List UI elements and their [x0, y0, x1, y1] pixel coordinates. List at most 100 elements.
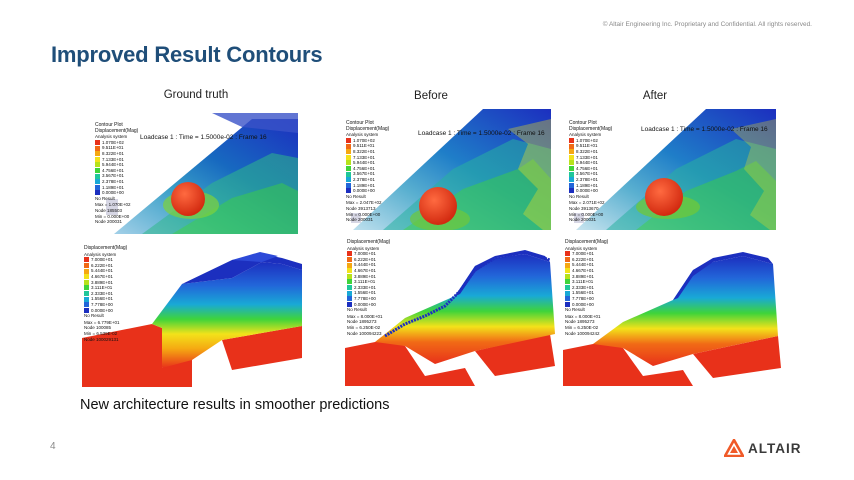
legend-swatch [347, 273, 352, 279]
legend-level: 1.556E+01 [347, 290, 390, 296]
legend-swatch [346, 149, 351, 155]
legend-node-min: Node 100094242 [565, 330, 600, 336]
impactor-ball [645, 178, 683, 216]
legend-level-value: 4.756E+01 [102, 167, 124, 173]
ground-truth-bottom-contour: Displacement(Mag) Analysis system 7.000E… [82, 240, 302, 387]
legend-level-value: 3.567E+01 [576, 171, 598, 177]
legend-level-value: 3.889E+01 [572, 273, 594, 279]
legend-swatch [347, 290, 352, 296]
legend-level: 9.511E+01 [95, 145, 138, 151]
legend-swatch [84, 274, 89, 280]
legend-level-value: 0.000E+00 [576, 188, 598, 194]
legend-level-value: 1.070E+02 [576, 137, 598, 143]
legend-level-value: 1.189E+01 [576, 182, 598, 188]
legend-level-value: 7.778E+00 [91, 301, 113, 307]
legend-level: 1.189E+01 [95, 185, 138, 191]
legend-level-value: 1.556E+01 [572, 290, 594, 296]
legend-swatch [95, 162, 100, 168]
legend-level: 2.378E+01 [95, 179, 138, 185]
legend-swatch [565, 273, 570, 279]
legend-swatch [347, 251, 352, 257]
legend-no-result: No Result [347, 307, 367, 313]
after-top-contour: Contour Plot Displacement(Mag) Analysis … [566, 109, 776, 230]
legend-level: 4.756E+01 [95, 168, 138, 174]
legend-level-value: 5.944E+01 [353, 160, 375, 166]
legend-level-value: 5.944E+01 [576, 160, 598, 166]
legend-no-result: No Result [84, 313, 104, 319]
legend-level-value: 1.556E+01 [354, 290, 376, 296]
legend-level: 4.667E+01 [84, 274, 127, 280]
legend-min: Min = 0.000E+00 [569, 211, 604, 217]
before-loadcase: Loadcase 1 : Time = 1.5000e-02 : Frame 1… [418, 130, 545, 137]
legend-swatch [84, 268, 89, 274]
legend-node-max: Node 1895273 [565, 319, 595, 325]
legend-level-value: 1.070E+02 [102, 139, 124, 145]
legend-level: 3.111E+01 [84, 285, 127, 291]
legend-node-max: Node 3913670 [569, 205, 599, 211]
legend-quantity: Displacement(Mag) [565, 239, 609, 245]
legend-quantity: Displacement(Mag) [84, 245, 128, 251]
legend-level: 7.000E+01 [347, 251, 390, 257]
legend-node-min: Node 200031 [346, 217, 374, 223]
legend-swatch [565, 290, 570, 296]
legend-level-value: 0.000E+00 [572, 301, 594, 307]
legend-level-value: 0.000E+00 [354, 301, 376, 307]
legend-level: 2.378E+01 [569, 177, 612, 183]
legend-level: 5.444E+01 [565, 262, 608, 268]
legend-level-value: 2.378E+01 [102, 178, 124, 184]
after-top-legend: Contour Plot Displacement(Mag) Analysis … [569, 120, 612, 223]
legend-node-max: Node 185503 [95, 207, 123, 213]
ground-truth-part-render [82, 252, 302, 387]
legend-level-value: 4.667E+01 [572, 267, 594, 273]
legend-max: Max = 6.779E+01 [84, 319, 120, 325]
legend-level: 5.444E+01 [347, 262, 390, 268]
legend-level: 1.556E+01 [84, 296, 127, 302]
legend-min: Min = 6.250E-02 [565, 324, 599, 330]
after-bottom-legend: Displacement(Mag) Analysis system 7.000E… [565, 239, 609, 336]
legend-node-max: Node 1895273 [347, 319, 377, 325]
ground-truth-top-legend: Contour Plot Displacement(Mag) Analysis … [95, 122, 138, 225]
legend-swatch [569, 188, 574, 194]
legend-level: 5.944E+01 [346, 160, 389, 166]
legend-level-value: 5.444E+01 [354, 262, 376, 268]
legend-level: 2.333E+01 [84, 291, 127, 297]
legend-level-value: 3.111E+01 [572, 279, 594, 285]
legend-system: Analysis system [347, 245, 380, 251]
ground-truth-top-contour: Contour Plot Displacement(Mag) Analysis … [92, 113, 298, 234]
legend-level: 4.667E+01 [347, 268, 390, 274]
legend-swatch [95, 179, 100, 185]
legend-level: 8.322E+01 [569, 149, 612, 155]
legend-level-value: 6.222E+01 [354, 256, 376, 262]
legend-level-value: 4.756E+01 [353, 165, 375, 171]
legend-max: Max = 2.071E+02 [569, 200, 605, 206]
legend-level-value: 7.000E+01 [91, 257, 113, 263]
legend-level: 5.444E+01 [84, 268, 127, 274]
legend-swatch [346, 143, 351, 149]
legend-level-value: 7.000E+01 [572, 251, 594, 257]
legend-level: 0.000E+00 [569, 188, 612, 194]
legend-level: 9.511E+01 [569, 143, 612, 149]
legend-level: 0.000E+00 [84, 308, 127, 314]
legend-level: 3.889E+01 [565, 274, 608, 280]
legend-node-min: Node 100029131 [84, 336, 119, 342]
legend-max: Max = 2.047E+02 [346, 200, 382, 206]
legend-level-value: 0.000E+00 [91, 307, 113, 313]
legend-no-result: No Result [569, 193, 589, 199]
legend-no-result: No Result [346, 193, 366, 199]
legend-level: 3.111E+01 [347, 279, 390, 285]
legend-level-value: 1.189E+01 [353, 182, 375, 188]
legend-plot-title: Contour Plot [346, 120, 374, 126]
legend-level-value: 5.944E+01 [102, 162, 124, 168]
legend-system: Analysis system [346, 132, 379, 138]
before-top-legend: Contour Plot Displacement(Mag) Analysis … [346, 120, 389, 223]
legend-level-value: 9.511E+01 [353, 143, 375, 149]
legend-level: 1.070E+02 [95, 140, 138, 146]
legend-swatch [565, 301, 570, 307]
legend-level-value: 3.567E+01 [102, 173, 124, 179]
legend-system: Analysis system [84, 251, 117, 257]
legend-swatch [565, 296, 570, 302]
legend-level-value: 7.133E+01 [576, 154, 598, 160]
legend-plot-title: Contour Plot [95, 122, 123, 128]
legend-level-value: 7.778E+00 [572, 295, 594, 301]
axis-triad-icon [351, 213, 361, 223]
